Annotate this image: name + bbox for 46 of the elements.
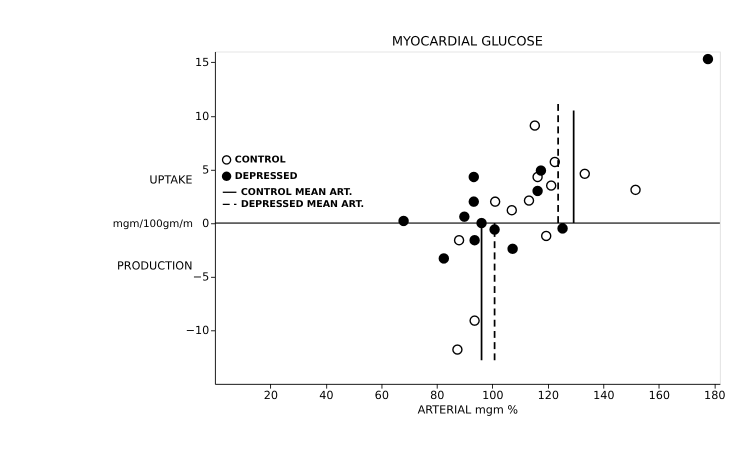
point [532, 186, 543, 196]
y-axis-title: mgm/100gm/m [112, 218, 193, 230]
x-tick-label: 20 [264, 388, 278, 402]
point [469, 235, 480, 246]
point [468, 172, 479, 182]
y-tick-label: 15 [195, 56, 210, 70]
point [540, 230, 552, 242]
text: UPTAKE [149, 173, 192, 186]
point [630, 184, 641, 196]
point [507, 244, 518, 254]
x-tick-label: 60 [374, 388, 389, 402]
point [468, 196, 479, 207]
point [454, 235, 464, 246]
x-tick-label: 100 [482, 388, 504, 402]
x-tick-label: 40 [319, 388, 334, 402]
x-tick-label: 120 [538, 388, 559, 402]
point [702, 54, 714, 64]
point [438, 253, 450, 264]
y-tick-label: 5 [202, 163, 210, 176]
point [524, 195, 534, 206]
point [490, 196, 500, 207]
x-tick-label: 80 [430, 388, 444, 402]
y-tick-label: −5 [192, 270, 210, 284]
point [557, 223, 568, 234]
point [580, 168, 590, 179]
text: PRODUCTION [117, 260, 192, 273]
point [536, 165, 546, 176]
point [398, 216, 409, 226]
legend-label: CONTROL [234, 154, 286, 166]
legend-label: CONTROL MEAN ART. [240, 186, 352, 198]
y-tick-label: −10 [186, 324, 210, 338]
point [469, 315, 480, 326]
x-tick-label: 160 [648, 388, 670, 402]
legend-label: DEPRESSED MEAN ART. [240, 198, 364, 210]
x-tick-label: 180 [704, 388, 726, 402]
x-axis-title: ARTERIAL mgm % [418, 404, 518, 417]
point [459, 211, 470, 222]
point [506, 205, 518, 216]
y-tick-label: 10 [195, 110, 210, 123]
y-tick-label: 0 [202, 216, 210, 230]
point [546, 180, 556, 191]
chart-title: MYOCARDIAL GLUCOSE [392, 34, 543, 50]
x-tick-label: 140 [593, 388, 614, 402]
point [530, 120, 540, 131]
legend-label: DEPRESSED [234, 170, 298, 182]
point [452, 344, 463, 355]
